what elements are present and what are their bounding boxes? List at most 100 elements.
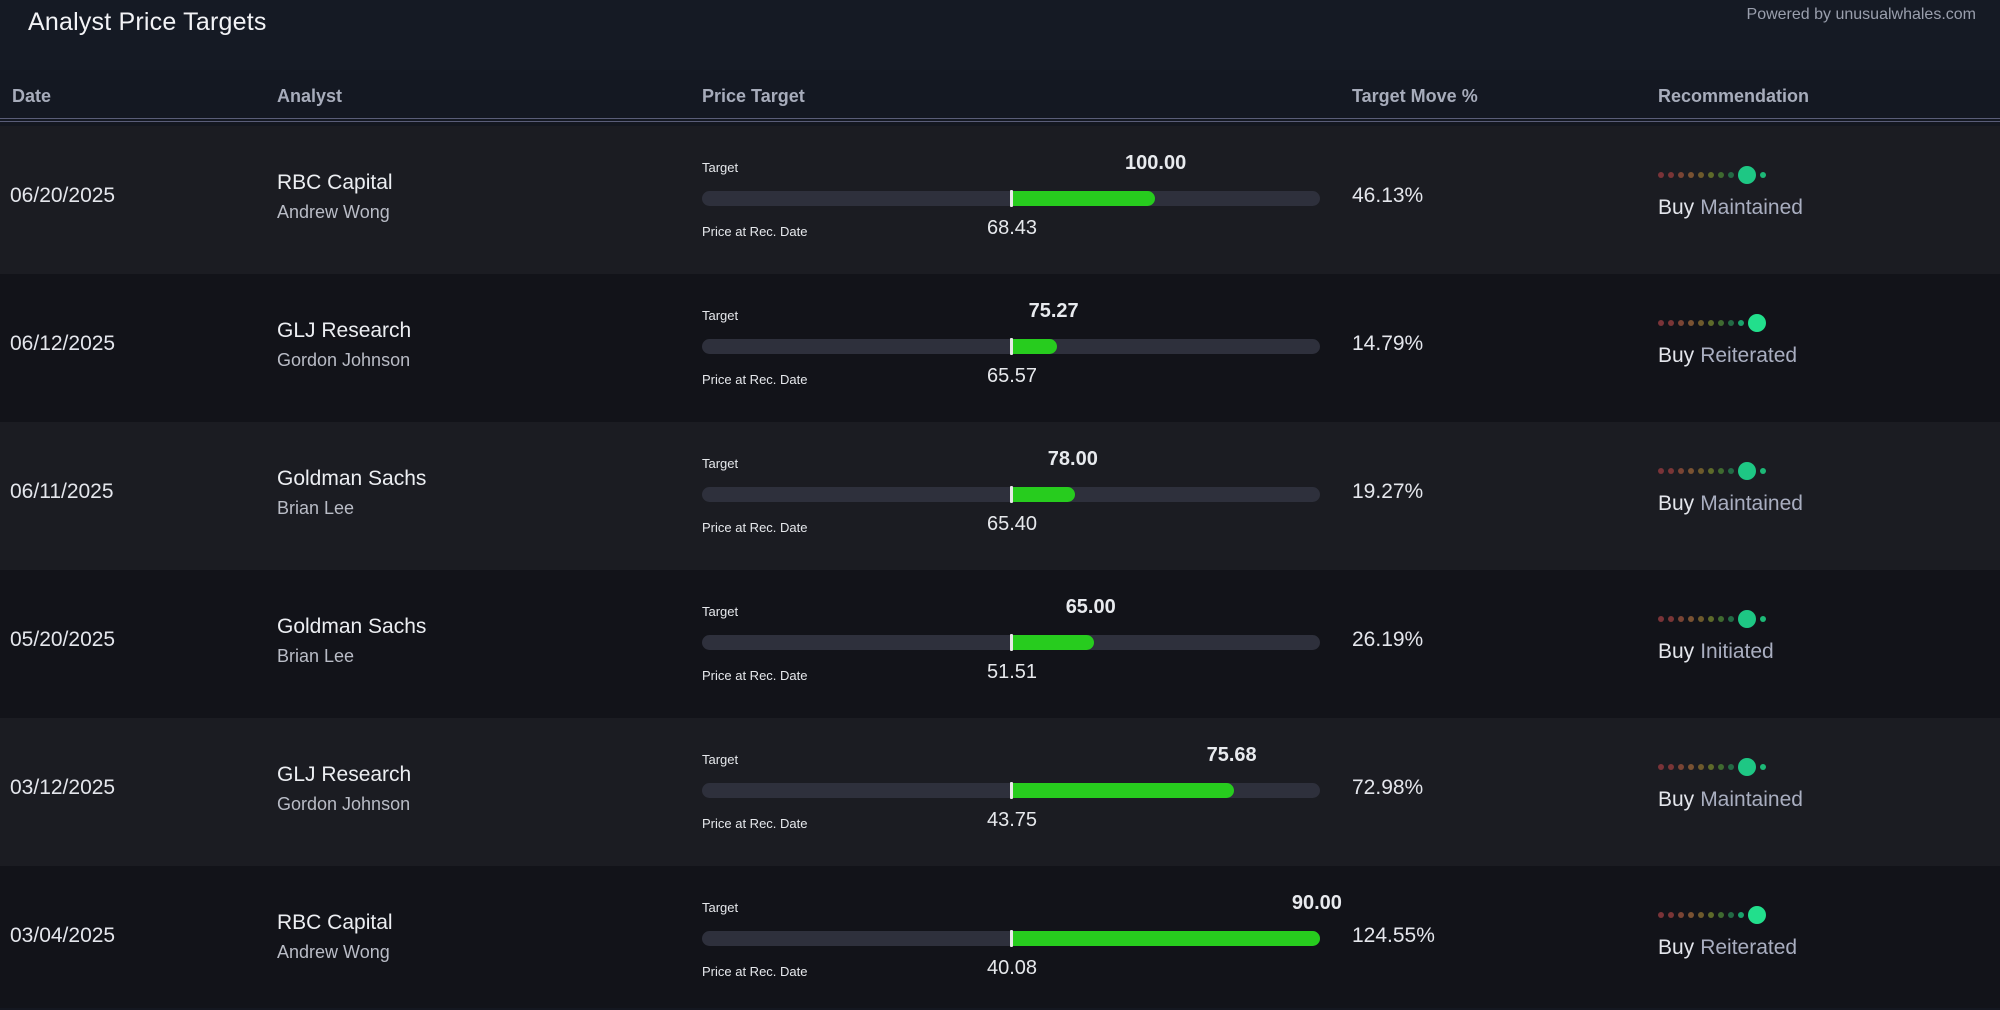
row-date: 05/20/2025 <box>10 628 116 651</box>
powered-by-link[interactable]: Powered by unusualwhales.com <box>1746 6 1976 23</box>
rating-dot <box>1678 616 1684 622</box>
price-at-rec-label: Price at Rec. Date <box>702 964 808 979</box>
rating-dot <box>1678 172 1684 178</box>
rating-dot <box>1698 320 1704 326</box>
column-header-price-target[interactable]: Price Target <box>702 86 805 106</box>
rating-scale <box>1658 906 1778 924</box>
rating-dot <box>1760 764 1766 770</box>
table-row[interactable]: 03/12/2025 GLJ Research Gordon Johnson T… <box>0 718 2000 866</box>
price-target-bar <box>702 486 1320 503</box>
recommendation-status: Maintained <box>1700 196 1803 219</box>
recommendation: Buy Initiated <box>1658 640 1774 664</box>
analyst-name: Gordon Johnson <box>277 794 411 814</box>
recommendation-action: Buy <box>1658 196 1695 219</box>
row-date: 03/04/2025 <box>10 924 116 947</box>
column-header-date[interactable]: Date <box>12 86 52 106</box>
analyst-firm: RBC Capital <box>277 911 393 934</box>
rating-dot-active <box>1738 610 1756 628</box>
rec-price-marker <box>1010 338 1013 355</box>
analyst-firm: Goldman Sachs <box>277 467 427 490</box>
rating-dot <box>1708 468 1714 474</box>
analyst-firm: GLJ Research <box>277 319 412 342</box>
table-row[interactable]: 03/04/2025 RBC Capital Andrew Wong Targe… <box>0 866 2000 1008</box>
rating-scale <box>1658 610 1778 628</box>
rating-dot <box>1658 468 1664 474</box>
rating-dot <box>1738 320 1744 326</box>
row-date: 06/12/2025 <box>10 332 116 355</box>
recommendation: Buy Maintained <box>1658 492 1803 516</box>
price-target-bar-fill <box>1011 931 1320 946</box>
target-label: Target <box>702 160 739 175</box>
rating-scale <box>1658 462 1778 480</box>
rating-scale <box>1658 166 1778 184</box>
rating-dot <box>1718 764 1724 770</box>
analyst-name: Brian Lee <box>277 646 355 666</box>
analyst-name: Brian Lee <box>277 498 355 518</box>
target-label: Target <box>702 308 739 323</box>
recommendation-status: Maintained <box>1700 492 1803 515</box>
column-header-target-move[interactable]: Target Move % <box>1352 86 1478 106</box>
analyst-firm: Goldman Sachs <box>277 615 427 638</box>
price-at-rec-label: Price at Rec. Date <box>702 668 808 683</box>
rating-dot <box>1678 912 1684 918</box>
rating-dot-active <box>1738 462 1756 480</box>
target-move-percent: 26.19% <box>1352 628 1424 651</box>
rating-dot <box>1678 320 1684 326</box>
table-body: 06/20/2025 RBC Capital Andrew Wong Targe… <box>0 126 2000 1008</box>
rating-dot <box>1668 764 1674 770</box>
price-target-bar <box>702 190 1320 207</box>
price-target-bar <box>702 782 1320 799</box>
rating-dot <box>1708 616 1714 622</box>
table-row[interactable]: 05/20/2025 Goldman Sachs Brian Lee Targe… <box>0 570 2000 718</box>
rating-dot <box>1728 616 1734 622</box>
recommendation-action: Buy <box>1658 788 1695 811</box>
row-date: 06/20/2025 <box>10 184 116 207</box>
price-at-rec-label: Price at Rec. Date <box>702 816 808 831</box>
recommendation: Buy Reiterated <box>1658 936 1797 960</box>
rating-dot-active <box>1738 758 1756 776</box>
target-label: Target <box>702 752 739 767</box>
target-value: 75.27 <box>1028 300 1079 322</box>
rating-scale <box>1658 314 1778 332</box>
table-row[interactable]: 06/20/2025 RBC Capital Andrew Wong Targe… <box>0 126 2000 274</box>
rating-dot <box>1728 320 1734 326</box>
target-label: Target <box>702 456 739 471</box>
target-value: 75.68 <box>1206 744 1257 766</box>
rating-dot <box>1688 764 1694 770</box>
table-row[interactable]: 06/11/2025 Goldman Sachs Brian Lee Targe… <box>0 422 2000 570</box>
price-target-bar <box>702 634 1320 651</box>
price-at-rec-value: 43.75 <box>986 809 1038 831</box>
table-row[interactable]: 06/12/2025 GLJ Research Gordon Johnson T… <box>0 274 2000 422</box>
rating-dot <box>1688 616 1694 622</box>
rating-dot <box>1698 616 1704 622</box>
rating-scale <box>1658 758 1778 776</box>
target-label: Target <box>702 604 739 619</box>
rating-dot <box>1698 912 1704 918</box>
price-target-bar-fill <box>1011 635 1094 650</box>
rating-dot <box>1718 320 1724 326</box>
rating-dot-active <box>1748 314 1766 332</box>
rating-dot <box>1698 172 1704 178</box>
column-header-recommendation[interactable]: Recommendation <box>1658 86 1810 106</box>
rating-dot <box>1718 172 1724 178</box>
rating-dot <box>1688 468 1694 474</box>
target-value: 90.00 <box>1291 892 1342 914</box>
target-label: Target <box>702 900 739 915</box>
recommendation: Buy Maintained <box>1658 788 1803 812</box>
rec-price-marker <box>1010 782 1013 799</box>
rec-price-marker <box>1010 190 1013 207</box>
rating-dot <box>1698 468 1704 474</box>
price-target-bar <box>702 338 1320 355</box>
rating-dot <box>1708 320 1714 326</box>
rating-dot <box>1688 320 1694 326</box>
rating-dot <box>1668 172 1674 178</box>
rating-dot-active <box>1748 906 1766 924</box>
rating-dot <box>1760 468 1766 474</box>
row-date: 06/11/2025 <box>10 480 114 503</box>
recommendation: Buy Reiterated <box>1658 344 1797 368</box>
row-date: 03/12/2025 <box>10 776 116 799</box>
page-title: Analyst Price Targets <box>28 8 267 36</box>
rating-dot <box>1718 912 1724 918</box>
price-at-rec-value: 68.43 <box>986 217 1038 239</box>
column-header-analyst[interactable]: Analyst <box>277 86 343 106</box>
